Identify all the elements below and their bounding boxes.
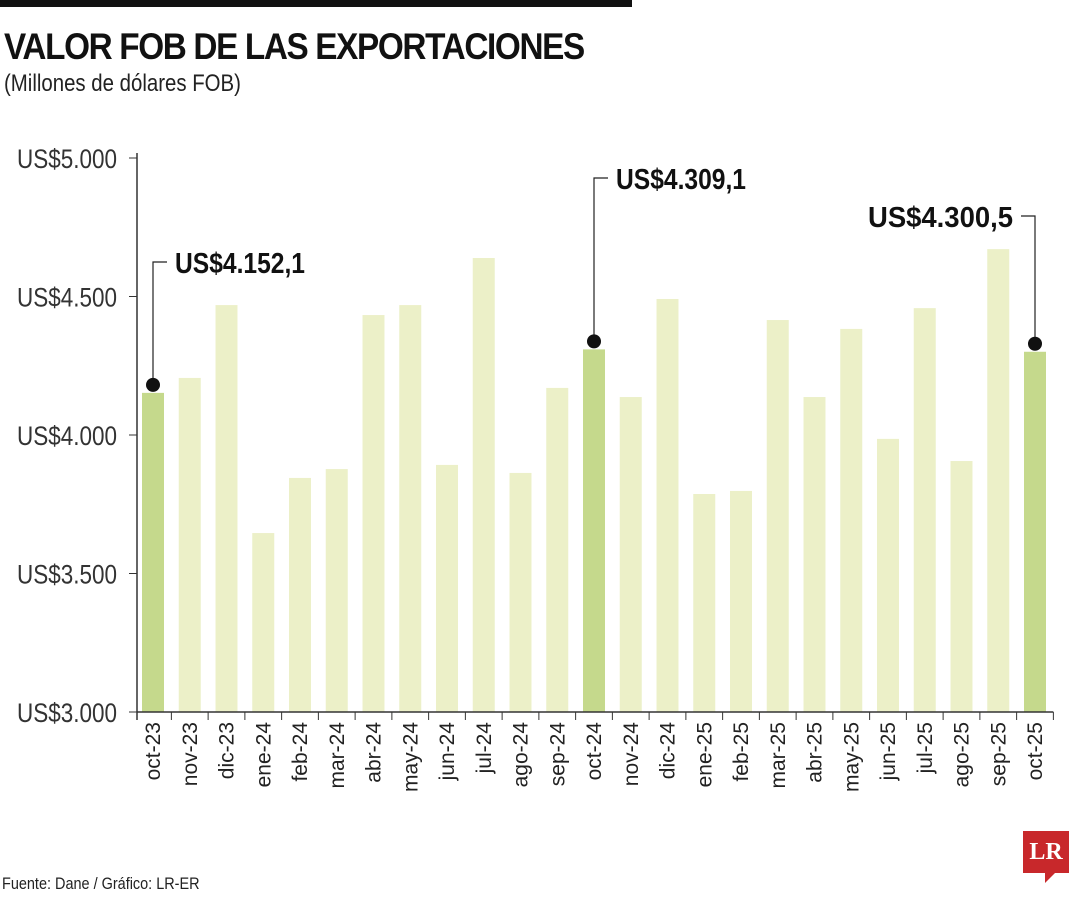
y-tick-label: US$3.000 (17, 698, 117, 728)
bar-jun-25 (877, 438, 899, 712)
x-tick-label: abr-25 (804, 722, 827, 783)
top-rule (0, 0, 632, 7)
annotation-label: US$4.309,1 (616, 164, 746, 196)
bar-abr-25 (803, 397, 826, 712)
bar-mar-24 (325, 469, 348, 712)
x-tick-label: sep-25 (987, 722, 1010, 786)
bar-oct-25 (1024, 351, 1046, 712)
bar-nov-23 (178, 377, 201, 712)
y-tick-label: US$4.500 (17, 283, 117, 313)
bar-mar-25 (766, 320, 789, 712)
annotation-label: US$4.152,1 (175, 248, 305, 280)
x-tick-label: jul-24 (473, 722, 496, 775)
bar-abr-24 (362, 315, 385, 712)
x-tick-label: nov-24 (620, 722, 643, 787)
annotation-leader (1021, 215, 1036, 344)
annotation-dot (587, 334, 601, 349)
x-tick-label: ene-24 (252, 722, 275, 788)
x-tick-label: ago-24 (510, 722, 533, 788)
x-tick-label: mar-24 (326, 722, 349, 789)
annotation-leader (593, 177, 608, 342)
x-tick-label: ago-25 (951, 722, 974, 787)
bar-ago-24 (509, 472, 532, 712)
x-tick-label: nov-23 (179, 722, 202, 786)
x-tick-label: mar-25 (767, 722, 790, 789)
x-tick-label: jul-25 (914, 722, 937, 774)
x-tick-label: sep-24 (546, 722, 569, 787)
bar-may-24 (399, 305, 422, 712)
bar-jul-24 (472, 257, 495, 712)
x-tick-label: feb-25 (730, 722, 753, 782)
bar-ene-25 (693, 494, 716, 712)
bar-nov-24 (619, 397, 642, 712)
x-tick-label: jun-24 (436, 722, 459, 782)
x-tick-label: may-24 (399, 722, 422, 792)
y-tick-label: US$4.000 (17, 421, 117, 451)
bar-feb-24 (289, 477, 311, 712)
x-tick-label: dic-24 (657, 722, 680, 780)
bar-feb-25 (730, 490, 752, 712)
bar-sep-25 (987, 249, 1010, 712)
annotation-dot (146, 377, 160, 392)
bar-oct-24 (583, 349, 605, 712)
x-tick-label: dic-23 (216, 722, 239, 779)
lr-logo: LR (1023, 831, 1069, 883)
bar-may-25 (840, 328, 863, 712)
chart-subtitle: (Millones de dólares FOB) (4, 70, 241, 97)
x-tick-label: oct-25 (1024, 722, 1047, 780)
x-tick-label: ene-25 (693, 722, 716, 787)
bar-dic-24 (656, 298, 679, 712)
annotation-label: US$4.300,5 (868, 202, 1013, 234)
y-tick-label: US$5.000 (17, 144, 117, 174)
x-tick-label: feb-24 (289, 722, 312, 782)
bar-ago-25 (950, 461, 973, 712)
x-tick-label: oct-23 (142, 722, 165, 780)
annotation-dot (1028, 336, 1042, 351)
x-tick-label: may-25 (840, 722, 863, 792)
source-note: Fuente: Dane / Gráfico: LR-ER (2, 874, 200, 893)
bar-oct-23 (142, 392, 164, 712)
y-tick-label: US$3.500 (17, 560, 117, 590)
bar-jul-25 (913, 308, 936, 712)
annotation-leader (152, 261, 167, 385)
bar-sep-24 (546, 387, 569, 712)
chart-title: VALOR FOB DE LAS EXPORTACIONES (4, 26, 585, 67)
x-tick-label: oct-24 (583, 722, 606, 781)
bar-dic-23 (215, 305, 238, 712)
bar-jun-24 (436, 464, 458, 712)
x-tick-label: abr-24 (363, 722, 386, 783)
x-tick-label: jun-25 (877, 722, 900, 781)
bar-ene-24 (252, 533, 275, 712)
